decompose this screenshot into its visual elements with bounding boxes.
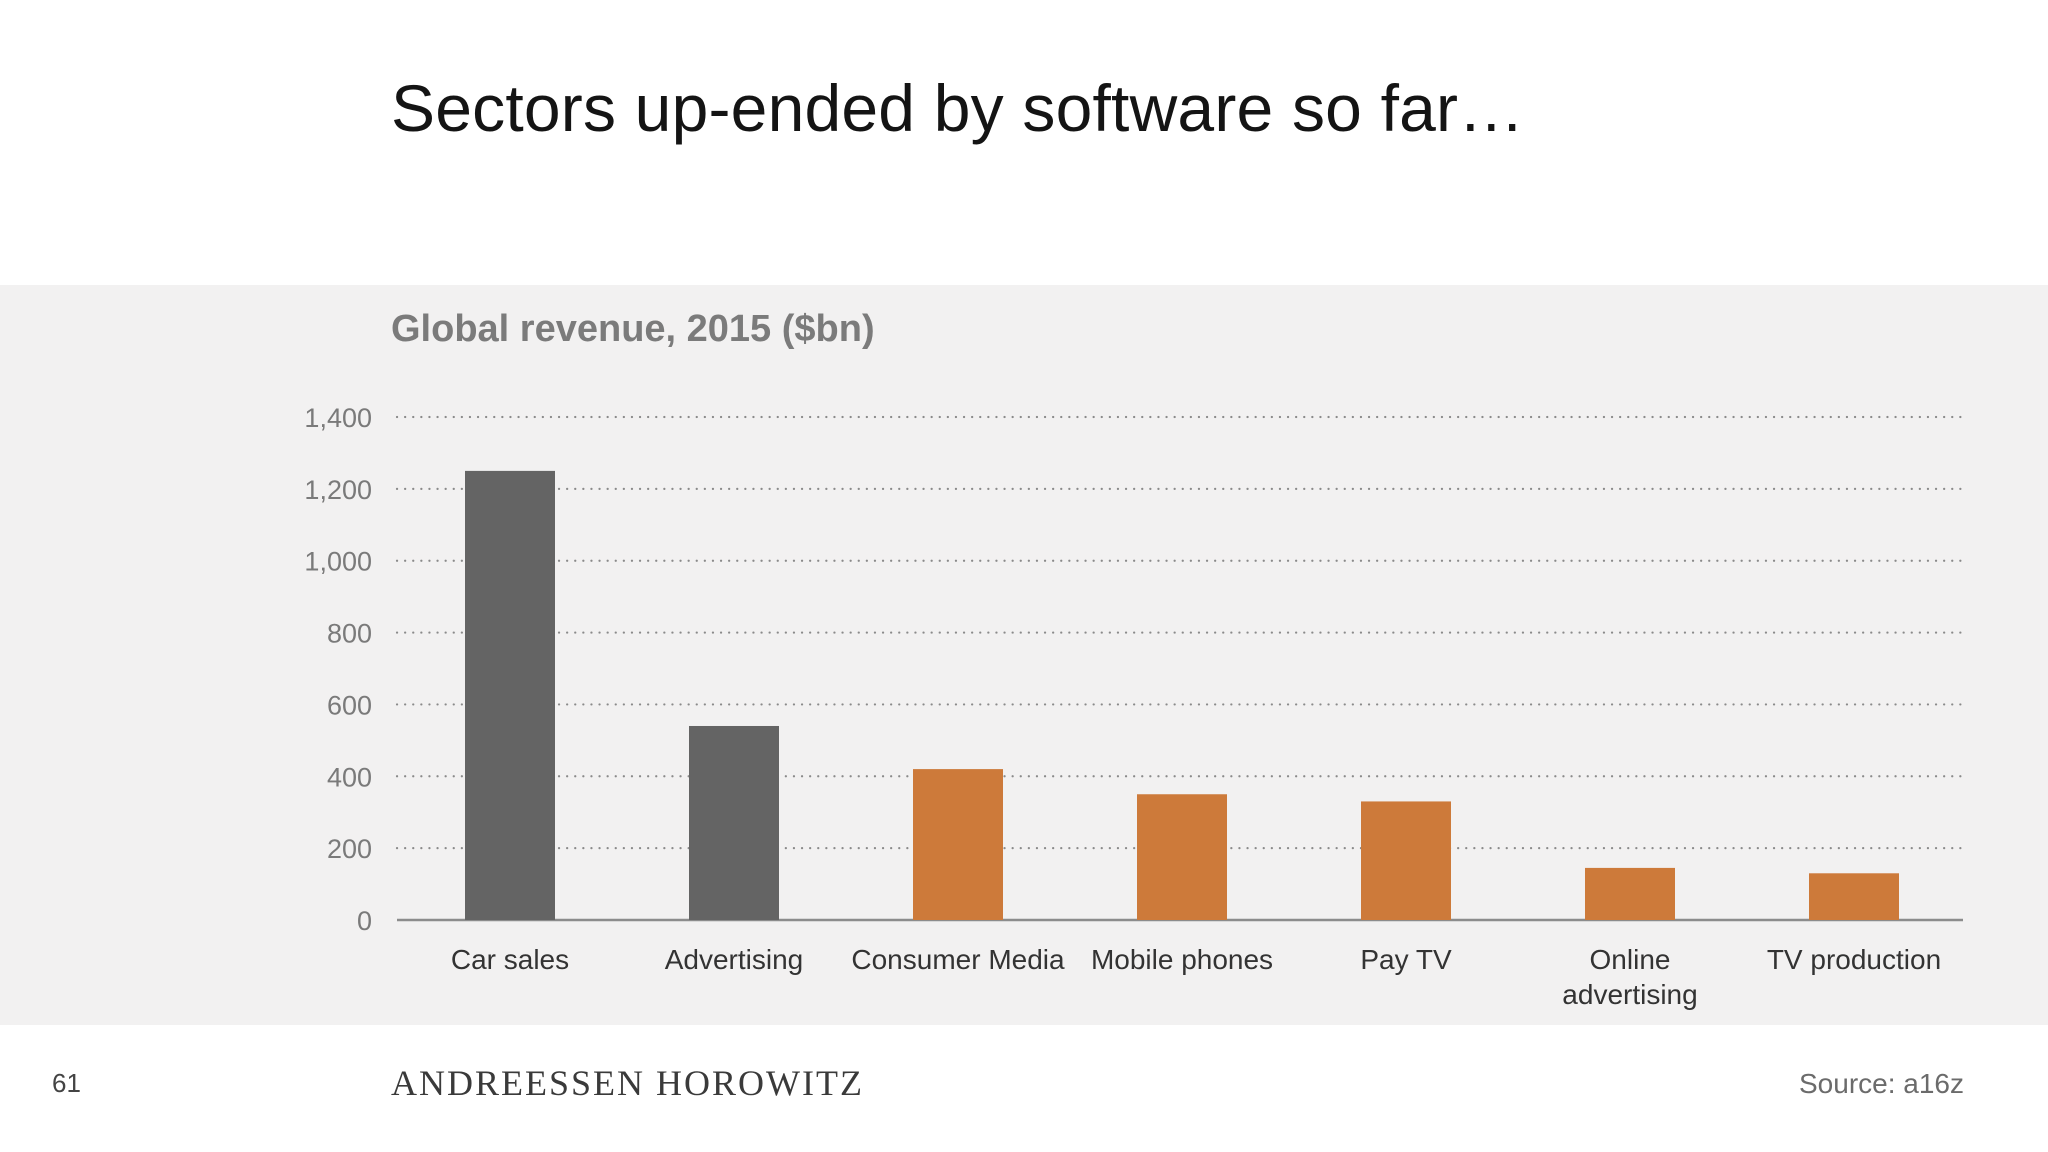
source-note: Source: a16z (1799, 1068, 1964, 1099)
x-tick-label: Mobile phones (1091, 944, 1273, 975)
bar (1585, 867, 1675, 920)
y-tick-label: 400 (327, 762, 372, 792)
x-tick-label: Pay TV (1360, 944, 1452, 975)
x-tick-label: Advertising (665, 944, 804, 975)
bar-chart: 0 200 400 600 800 1,000 1,200 1,400 Car sales Ad… (304, 403, 1965, 1010)
bars (465, 470, 1899, 920)
brand-logo: ANDREESSEN HOROWITZ (391, 1063, 864, 1103)
y-tick-label: 0 (357, 906, 372, 936)
bar (1361, 801, 1451, 920)
bar (689, 725, 779, 920)
x-tick-label: TV production (1767, 944, 1941, 975)
slide-title: Sectors up-ended by software so far… (391, 71, 1525, 145)
x-axis-ticks: Car sales Advertising Consumer Media Mobile… (451, 944, 1941, 1010)
chart-title: Global revenue, 2015 ($bn) (391, 308, 875, 350)
y-tick-label: 200 (327, 834, 372, 864)
x-tick-label: Consumer Media (851, 944, 1065, 975)
bar (1809, 873, 1899, 920)
x-tick-label: Car sales (451, 944, 569, 975)
y-tick-label: 1,200 (304, 475, 372, 505)
y-axis-ticks: 0 200 400 600 800 1,000 1,200 1,400 (304, 403, 372, 936)
page-number: 61 (52, 1068, 81, 1098)
bar (1137, 794, 1227, 920)
y-tick-label: 800 (327, 619, 372, 649)
y-tick-label: 600 (327, 690, 372, 720)
chart-panel (0, 285, 2048, 1025)
x-tick-label: Online advertising (1562, 944, 1697, 1010)
bar (465, 470, 555, 920)
y-tick-label: 1,000 (304, 547, 372, 577)
y-tick-label: 1,400 (304, 403, 372, 433)
bar (913, 769, 1003, 920)
